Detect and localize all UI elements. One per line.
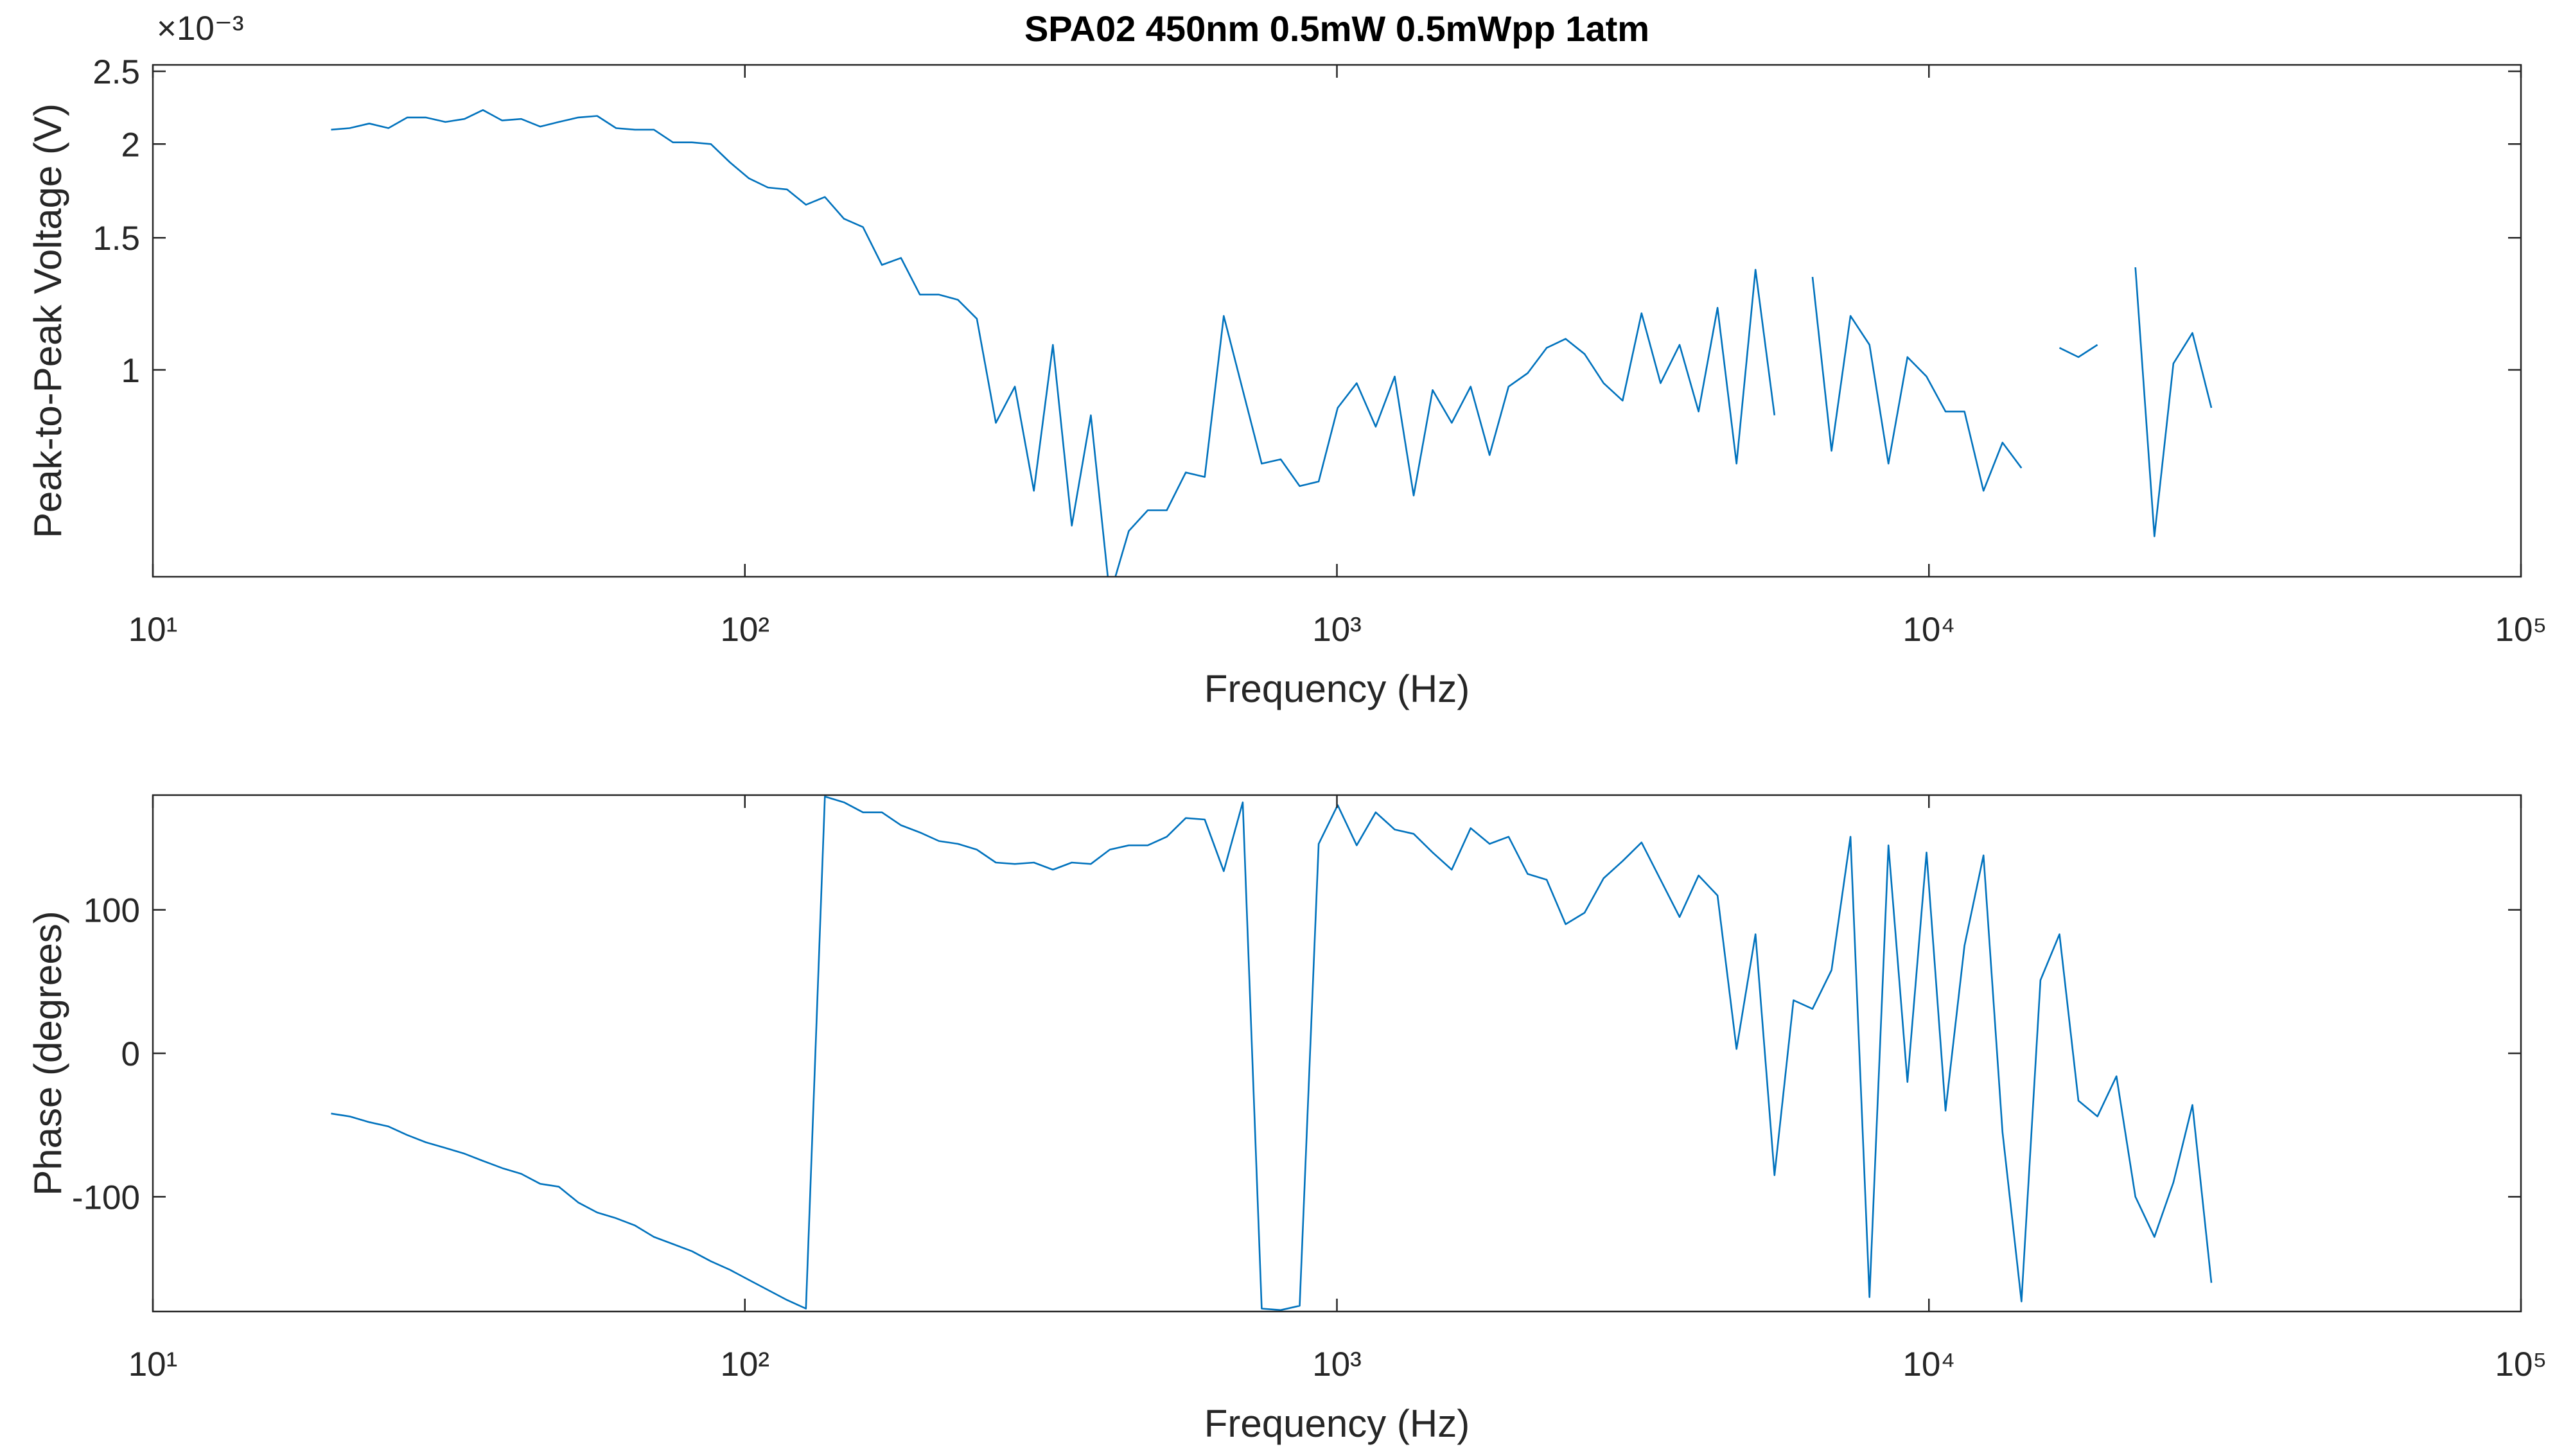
data-line: [331, 109, 2213, 577]
y-axis-label: Phase (degrees): [26, 911, 69, 1196]
x-tick-label: 10¹: [128, 611, 178, 649]
x-tick-label: 10³: [1312, 611, 1362, 649]
y-tick-label: 2.5: [92, 53, 140, 91]
x-tick-label: 10³: [1312, 1346, 1362, 1383]
x-axis-label: Frequency (Hz): [1204, 1402, 1470, 1445]
x-axis-label: Frequency (Hz): [1204, 667, 1470, 710]
y-axis-label: Peak-to-Peak Voltage (V): [26, 103, 69, 538]
x-tick-label: 10²: [720, 1346, 769, 1383]
x-tick-label: 10⁵: [2495, 1346, 2547, 1383]
x-tick-label: 10²: [720, 611, 769, 649]
x-tick-label: 10⁴: [1902, 1346, 1955, 1383]
y-tick-label: 1.5: [92, 220, 140, 258]
y-tick-label: 2: [121, 126, 140, 164]
x-tick-label: 10¹: [128, 1346, 178, 1383]
chart-title: SPA02 450nm 0.5mW 0.5mWpp 1atm: [1024, 8, 1649, 49]
data-line: [331, 795, 2213, 1311]
y-tick-label: 0: [121, 1035, 140, 1073]
y-tick-label: 100: [83, 892, 140, 930]
x-tick-label: 10⁴: [1902, 611, 1955, 649]
y-tick-label: -100: [72, 1179, 140, 1216]
y-tick-label: 1: [121, 352, 140, 390]
y-exponent: ×10⁻³: [157, 10, 244, 48]
x-tick-label: 10⁵: [2495, 611, 2547, 649]
